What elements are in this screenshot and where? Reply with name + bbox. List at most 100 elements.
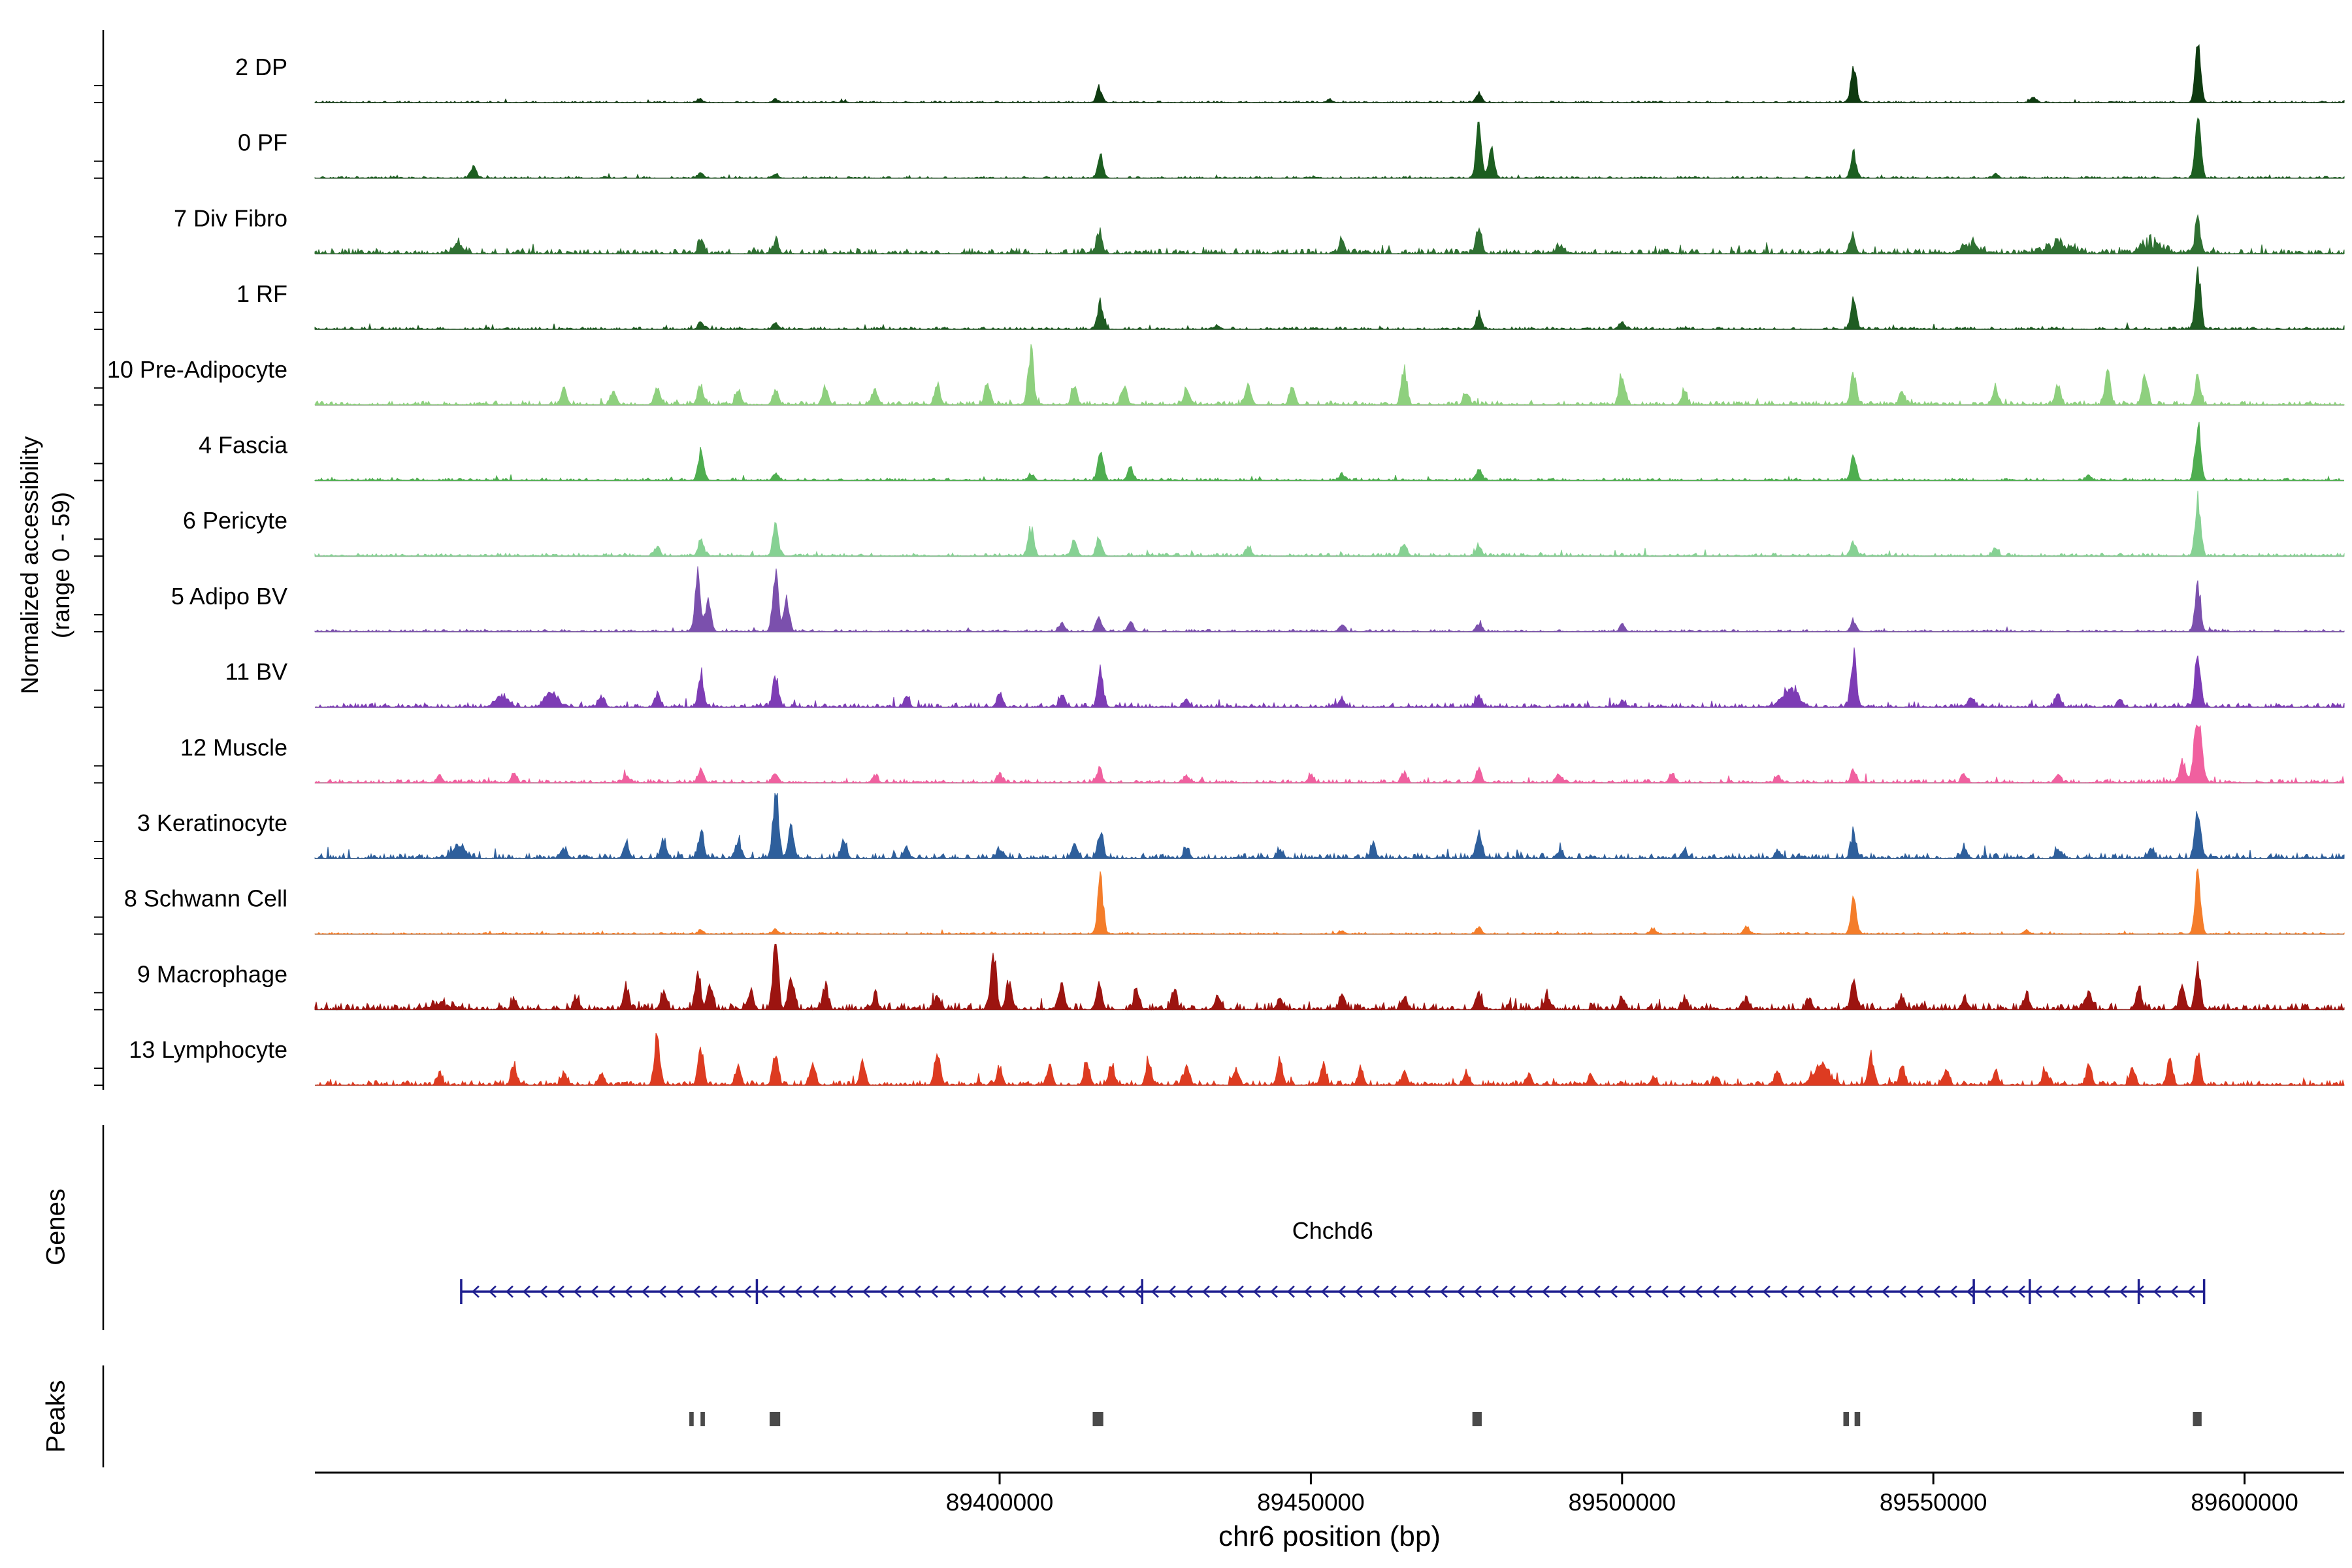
gene-direction-arrow xyxy=(1440,1285,1448,1298)
track-label: 11 BV xyxy=(225,659,287,685)
gene-model: Chchd6 xyxy=(460,1217,2206,1304)
gene-direction-arrow xyxy=(523,1285,531,1298)
peak-marker xyxy=(1854,1412,1861,1426)
gene-direction-arrow xyxy=(1899,1285,1906,1298)
coverage-area xyxy=(314,868,2345,935)
x-tick-label: 89400000 xyxy=(946,1489,1054,1516)
gene-direction-arrow xyxy=(2170,1285,2178,1298)
x-axis-label: chr6 position (bp) xyxy=(1218,1520,1441,1552)
gene-direction-arrow xyxy=(1508,1285,1516,1298)
gene-direction-arrow xyxy=(743,1285,751,1298)
coverage-track: 11 BV xyxy=(94,647,2345,709)
gene-direction-arrow xyxy=(1559,1285,1567,1298)
coverage-track: 12 Muscle xyxy=(94,724,2345,784)
gene-direction-arrow xyxy=(1168,1285,1176,1298)
gene-direction-arrow xyxy=(1338,1285,1346,1298)
gene-direction-arrow xyxy=(1219,1285,1227,1298)
coverage-track: 0 PF xyxy=(94,117,2345,179)
gene-direction-arrow xyxy=(1100,1285,1108,1298)
gene-direction-arrow xyxy=(1185,1285,1193,1298)
gene-direction-arrow xyxy=(1865,1285,1872,1298)
track-label: 3 Keratinocyte xyxy=(137,809,287,836)
gene-direction-arrow xyxy=(1814,1285,1821,1298)
gene-direction-arrow xyxy=(1576,1285,1584,1298)
track-label: 4 Fascia xyxy=(199,432,288,459)
gene-direction-arrow xyxy=(930,1285,938,1298)
peak-marker xyxy=(2193,1412,2202,1426)
coverage-area xyxy=(314,421,2345,482)
gene-direction-arrow xyxy=(489,1285,497,1298)
gene-direction-arrow xyxy=(1083,1285,1091,1298)
gene-direction-arrow xyxy=(1933,1285,1940,1298)
gene-direction-arrow xyxy=(1610,1285,1618,1298)
gene-direction-arrow xyxy=(1746,1285,1754,1298)
gene-direction-arrow xyxy=(1627,1285,1635,1298)
gene-direction-arrow xyxy=(1644,1285,1652,1298)
gene-direction-arrow xyxy=(2051,1285,2059,1298)
gene-direction-arrow xyxy=(727,1285,734,1298)
gene-direction-arrow xyxy=(964,1285,972,1298)
gene-direction-arrow xyxy=(1253,1285,1261,1298)
gene-direction-arrow xyxy=(1117,1285,1125,1298)
coverage-track: 1 RF xyxy=(94,266,2345,331)
gene-direction-arrow xyxy=(947,1285,955,1298)
x-tick-label: 89500000 xyxy=(1568,1489,1676,1516)
peak-marker xyxy=(1092,1412,1103,1426)
gene-direction-arrow xyxy=(1287,1285,1295,1298)
gene-direction-arrow xyxy=(862,1285,870,1298)
x-tick-label: 89600000 xyxy=(2191,1489,2298,1516)
gene-direction-arrow xyxy=(1032,1285,1040,1298)
gene-direction-arrow xyxy=(1950,1285,1957,1298)
gene-direction-arrow xyxy=(1729,1285,1737,1298)
gene-direction-arrow xyxy=(1304,1285,1312,1298)
gene-direction-arrow xyxy=(1355,1285,1363,1298)
gene-direction-arrow xyxy=(1457,1285,1465,1298)
gene-direction-arrow xyxy=(1695,1285,1703,1298)
gene-direction-arrow xyxy=(2017,1285,2025,1298)
gene-direction-arrow xyxy=(1474,1285,1482,1298)
x-tick-label: 89550000 xyxy=(1880,1489,1987,1516)
coverage-area xyxy=(314,344,2345,406)
gene-direction-arrow xyxy=(676,1285,683,1298)
gene-direction-arrow xyxy=(710,1285,717,1298)
gene-direction-arrow xyxy=(693,1285,700,1298)
track-label: 10 Pre-Adipocyte xyxy=(107,356,287,383)
gene-direction-arrow xyxy=(828,1285,836,1298)
gene-direction-arrow xyxy=(879,1285,887,1298)
gene-direction-arrow xyxy=(472,1285,480,1298)
coverage-track: 3 Keratinocyte xyxy=(94,792,2345,860)
gene-direction-arrow xyxy=(1797,1285,1805,1298)
gene-direction-arrow xyxy=(1389,1285,1397,1298)
coverage-area xyxy=(314,792,2345,860)
gene-direction-arrow xyxy=(642,1285,649,1298)
gene-name-label: Chchd6 xyxy=(1292,1217,1373,1244)
gene-direction-arrow xyxy=(1066,1285,1074,1298)
gene-direction-arrow xyxy=(2119,1285,2127,1298)
gene-direction-arrow xyxy=(1321,1285,1329,1298)
gene-direction-arrow xyxy=(1202,1285,1210,1298)
gene-direction-arrow xyxy=(1712,1285,1720,1298)
coverage-track: 2 DP xyxy=(94,44,2345,103)
gene-direction-arrow xyxy=(1916,1285,1923,1298)
gene-direction-arrow xyxy=(1372,1285,1380,1298)
coverage-area xyxy=(314,44,2345,103)
gene-direction-arrow xyxy=(2102,1285,2110,1298)
gene-direction-arrow xyxy=(1593,1285,1601,1298)
gene-direction-arrow xyxy=(1491,1285,1499,1298)
gene-direction-arrow xyxy=(913,1285,921,1298)
coverage-area xyxy=(314,117,2345,179)
peak-marker xyxy=(689,1412,694,1426)
gene-direction-arrow xyxy=(1882,1285,1889,1298)
coverage-area xyxy=(314,491,2345,557)
coverage-area xyxy=(314,943,2345,1011)
gene-direction-arrow xyxy=(1542,1285,1550,1298)
gene-direction-arrow xyxy=(2001,1285,2008,1298)
track-label: 5 Adipo BV xyxy=(171,583,287,610)
gene-direction-arrow xyxy=(1015,1285,1023,1298)
gene-direction-arrow xyxy=(1423,1285,1431,1298)
coverage-area xyxy=(314,647,2345,709)
coverage-area xyxy=(314,724,2345,784)
track-label: 1 RF xyxy=(237,280,287,307)
peak-marker xyxy=(1843,1412,1850,1426)
